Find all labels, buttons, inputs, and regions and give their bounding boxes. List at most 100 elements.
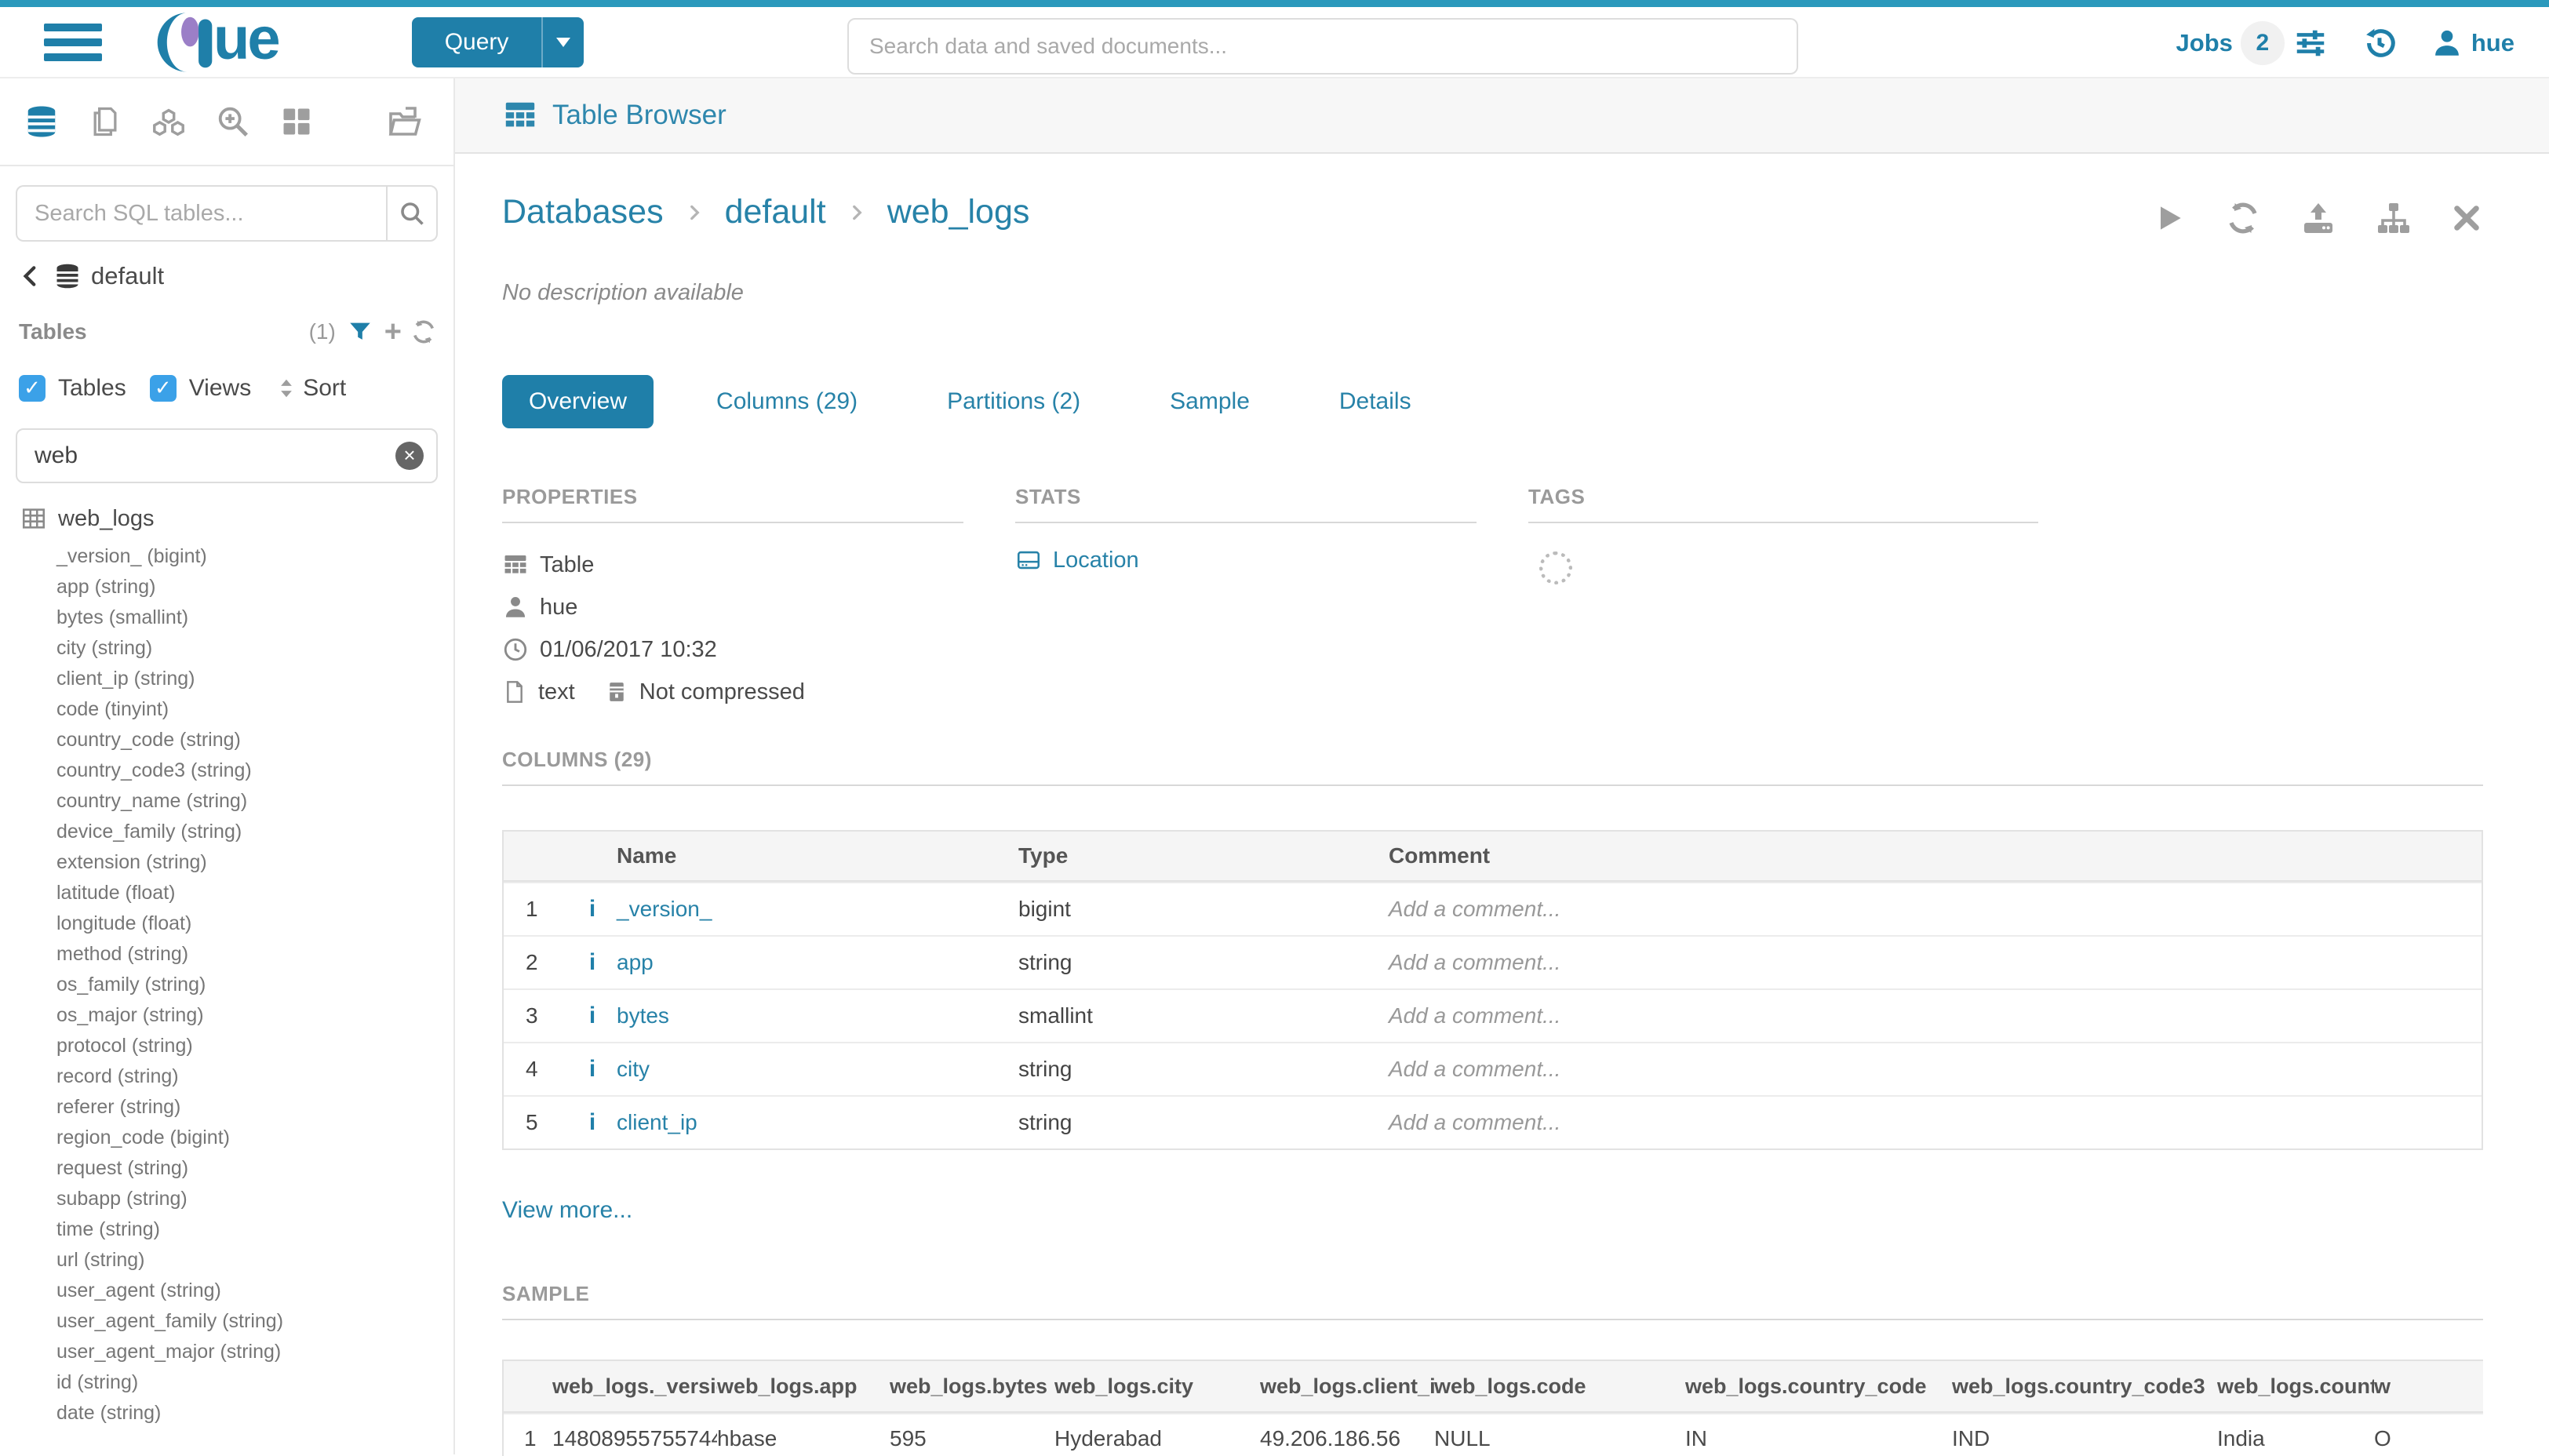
info-icon[interactable]: i	[588, 896, 596, 922]
database-name: default	[91, 262, 165, 289]
sort-control[interactable]: Sort	[275, 375, 346, 402]
column-name-link[interactable]: client_ip	[617, 1110, 697, 1134]
property-owner: hue	[540, 594, 578, 620]
column-comment[interactable]: Add a comment...	[1389, 1003, 1561, 1028]
sidebar-column-item[interactable]: subapp (string)	[56, 1188, 188, 1210]
sample-cell: Hyderabad	[1054, 1426, 1162, 1451]
file-icon	[507, 681, 523, 703]
sidebar-column-item[interactable]: user_agent_major (string)	[56, 1341, 282, 1363]
sidebar-column-item[interactable]: user_agent_family (string)	[56, 1310, 284, 1332]
info-icon[interactable]: i	[588, 1056, 596, 1082]
sidebar-column-item[interactable]: bytes (smallint)	[56, 606, 189, 628]
compression-icon	[610, 682, 624, 701]
cubes-icon[interactable]	[151, 104, 187, 140]
tab[interactable]: Overview	[502, 375, 654, 428]
sidebar-column-item[interactable]: city (string)	[56, 637, 153, 659]
sidebar-column-item[interactable]: url (string)	[56, 1249, 145, 1271]
sidebar-column-item[interactable]: os_family (string)	[56, 974, 206, 996]
import-upload-icon[interactable]	[2300, 199, 2337, 237]
database-icon	[56, 264, 78, 289]
sidebar-column-item[interactable]: latitude (float)	[56, 882, 176, 904]
apps-grid-icon[interactable]	[279, 104, 314, 139]
database-back-crumb[interactable]: default	[0, 242, 453, 290]
hamburger-menu-icon[interactable]	[44, 23, 102, 61]
query-play-icon[interactable]	[2152, 201, 2187, 235]
sidebar-column-item[interactable]: record (string)	[56, 1065, 179, 1087]
views-checkbox[interactable]: ✓	[149, 375, 177, 402]
close-icon[interactable]	[2450, 202, 2483, 235]
sidebar-column-item[interactable]: protocol (string)	[56, 1035, 193, 1057]
info-icon[interactable]: i	[588, 1109, 596, 1135]
view-more-link[interactable]: View more...	[502, 1197, 633, 1223]
tab[interactable]: Sample	[1170, 388, 1250, 414]
sample-cell: 595	[890, 1426, 927, 1451]
sample-table-body: 1 1480895575574446000 hbase 595 Hyderaba…	[504, 1413, 2483, 1456]
column-name-link[interactable]: bytes	[617, 1003, 669, 1028]
sidebar-column-item[interactable]: referer (string)	[56, 1096, 181, 1118]
sidebar-column-item[interactable]: longitude (float)	[56, 912, 192, 934]
sidebar-column-item[interactable]: extension (string)	[56, 851, 207, 873]
columns-header-name: Name	[617, 843, 677, 868]
column-comment[interactable]: Add a comment...	[1389, 1110, 1561, 1134]
breadcrumb-default[interactable]: default	[724, 193, 826, 231]
refresh-icon[interactable]	[2224, 199, 2262, 237]
column-comment[interactable]: Add a comment...	[1389, 1057, 1561, 1081]
sidebar-search-button[interactable]	[386, 185, 438, 242]
tags-section: TAGS	[1528, 485, 2038, 713]
sidebar-column-item[interactable]: country_code (string)	[56, 729, 241, 751]
sidebar-column-item[interactable]: device_family (string)	[56, 821, 242, 843]
sidebar-search-input[interactable]	[16, 185, 386, 242]
breadcrumb-databases[interactable]: Databases	[502, 193, 664, 231]
column-name-link[interactable]: city	[617, 1057, 650, 1081]
zoom-plus-icon[interactable]	[215, 104, 251, 140]
sidebar-column-item[interactable]: os_major (string)	[56, 1004, 204, 1026]
refresh-icon[interactable]	[410, 318, 438, 346]
column-name-link[interactable]: _version_	[617, 897, 712, 921]
query-dropdown-button[interactable]	[543, 16, 584, 67]
folder-documents-icon[interactable]	[384, 103, 422, 140]
sidebar-column-item[interactable]: date (string)	[56, 1402, 162, 1424]
column-comment[interactable]: Add a comment...	[1389, 897, 1561, 921]
column-name-link[interactable]: app	[617, 950, 654, 974]
query-button[interactable]: Query	[411, 16, 544, 67]
sql-assist-icon[interactable]	[24, 104, 60, 140]
sidebar-column-item[interactable]: country_code3 (string)	[56, 759, 252, 781]
clear-filter-icon[interactable]: ×	[395, 442, 424, 470]
info-icon[interactable]: i	[588, 949, 596, 975]
sidebar-column-item[interactable]: id (string)	[56, 1371, 139, 1393]
chevron-right-icon	[684, 202, 705, 223]
breadcrumb-web-logs[interactable]: web_logs	[887, 193, 1030, 231]
sample-section-header: SAMPLE	[502, 1282, 590, 1305]
sample-column-header: web_logs._version_	[552, 1374, 717, 1398]
hue-logo[interactable]: ue	[155, 9, 281, 76]
global-search-input[interactable]	[847, 18, 1798, 75]
sidebar-column-item[interactable]: request (string)	[56, 1157, 189, 1179]
tab[interactable]: Partitions (2)	[947, 388, 1081, 414]
sidebar-table-web-logs[interactable]: web_logs	[0, 483, 453, 532]
sidebar-column-item[interactable]: time (string)	[56, 1218, 160, 1240]
sample-cell: O	[2374, 1426, 2391, 1451]
add-icon[interactable]: +	[384, 315, 402, 348]
history-icon[interactable]	[2361, 25, 2398, 61]
sidebar-column-item[interactable]: app (string)	[56, 576, 156, 598]
sidebar-column-item[interactable]: code (tinyint)	[56, 698, 169, 720]
table-filter-input[interactable]	[16, 428, 438, 483]
location-link[interactable]: Location	[1053, 547, 1139, 573]
tables-checkbox[interactable]: ✓	[19, 375, 46, 402]
column-comment[interactable]: Add a comment...	[1389, 950, 1561, 974]
sidebar-column-item[interactable]: client_ip (string)	[56, 668, 195, 690]
sidebar-column-item[interactable]: country_name (string)	[56, 790, 248, 812]
info-icon[interactable]: i	[588, 1003, 596, 1028]
sidebar-column-item[interactable]: user_agent (string)	[56, 1279, 221, 1301]
sidebar-column-item[interactable]: _version_ (bigint)	[56, 545, 207, 567]
sidebar-column-item[interactable]: region_code (bigint)	[56, 1127, 230, 1148]
documents-icon[interactable]	[88, 104, 122, 139]
tab[interactable]: Details	[1338, 388, 1411, 414]
sitemap-icon[interactable]	[2375, 199, 2412, 237]
sidebar-column-item[interactable]: method (string)	[56, 943, 189, 965]
jobs-count-badge: 2	[2240, 20, 2285, 65]
user-menu[interactable]: hue	[2431, 27, 2514, 60]
jobs-link[interactable]: Jobs 2	[2176, 20, 2329, 65]
filter-funnel-icon[interactable]	[347, 318, 373, 345]
tab[interactable]: Columns (29)	[716, 388, 858, 414]
